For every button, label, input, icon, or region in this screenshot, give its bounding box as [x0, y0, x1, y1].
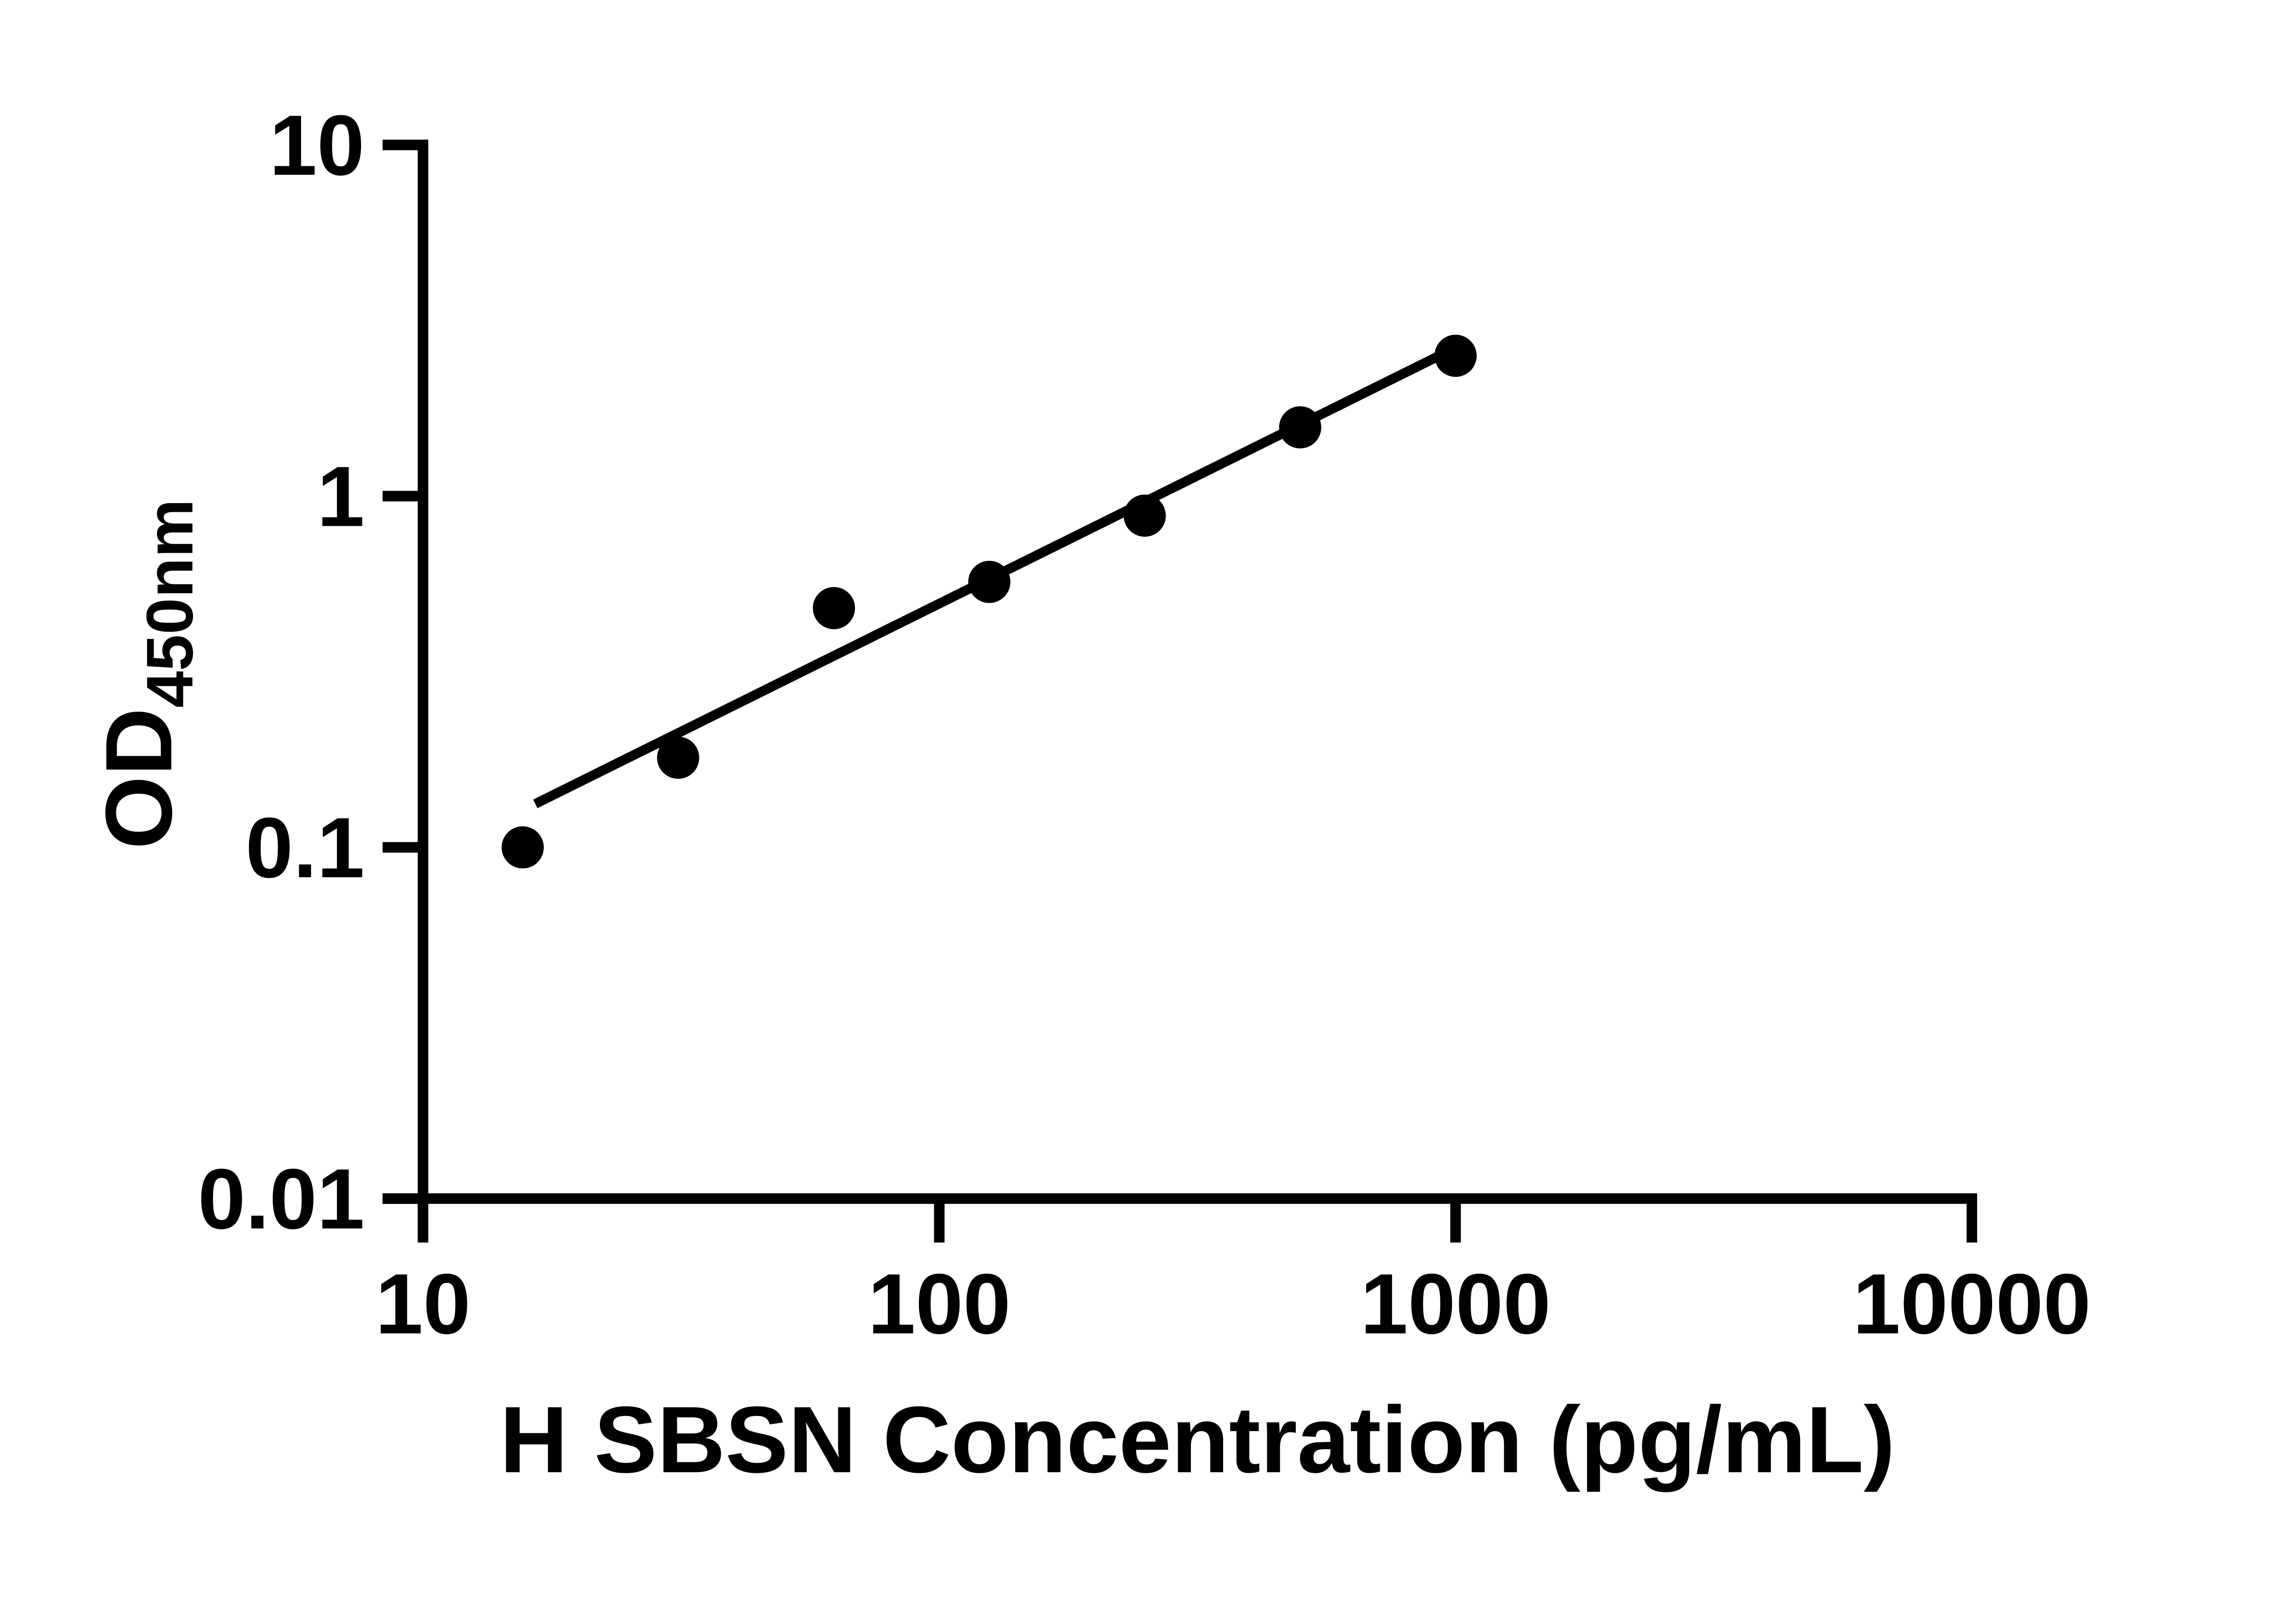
- data-point: [813, 587, 855, 629]
- y-tick-label: 1: [317, 448, 365, 544]
- elisa-standard-curve-figure: 10 1 0.1 0.01 10 100 1000 10000 H SBSN Concentr…: [86, 97, 2091, 1493]
- x-tick-label: 100: [868, 1256, 1011, 1352]
- data-point: [657, 737, 699, 779]
- ticks-layer: [382, 139, 1977, 1243]
- y-axis-title-main: OD: [86, 708, 192, 849]
- y-tick-label: 0.01: [198, 1151, 365, 1247]
- y-axis-title: OD450nm: [86, 499, 206, 849]
- data-point: [501, 826, 544, 869]
- series-layer: [501, 335, 1477, 869]
- y-tick-label: 10: [269, 97, 365, 193]
- data-point: [968, 560, 1011, 603]
- x-axis-title: H SBSN Concentration (pg/mL): [500, 1387, 1895, 1493]
- data-point: [1434, 335, 1477, 377]
- x-tick-label: 10: [375, 1256, 471, 1352]
- x-tick-label: 10000: [1853, 1256, 2091, 1352]
- y-axis-title-subscript: 450nm: [133, 499, 207, 708]
- data-point: [1279, 406, 1321, 449]
- data-point: [1123, 495, 1166, 537]
- axes-layer: [382, 139, 1977, 1243]
- y-tick-label: 0.1: [246, 800, 365, 896]
- x-tick-label: 1000: [1360, 1256, 1551, 1352]
